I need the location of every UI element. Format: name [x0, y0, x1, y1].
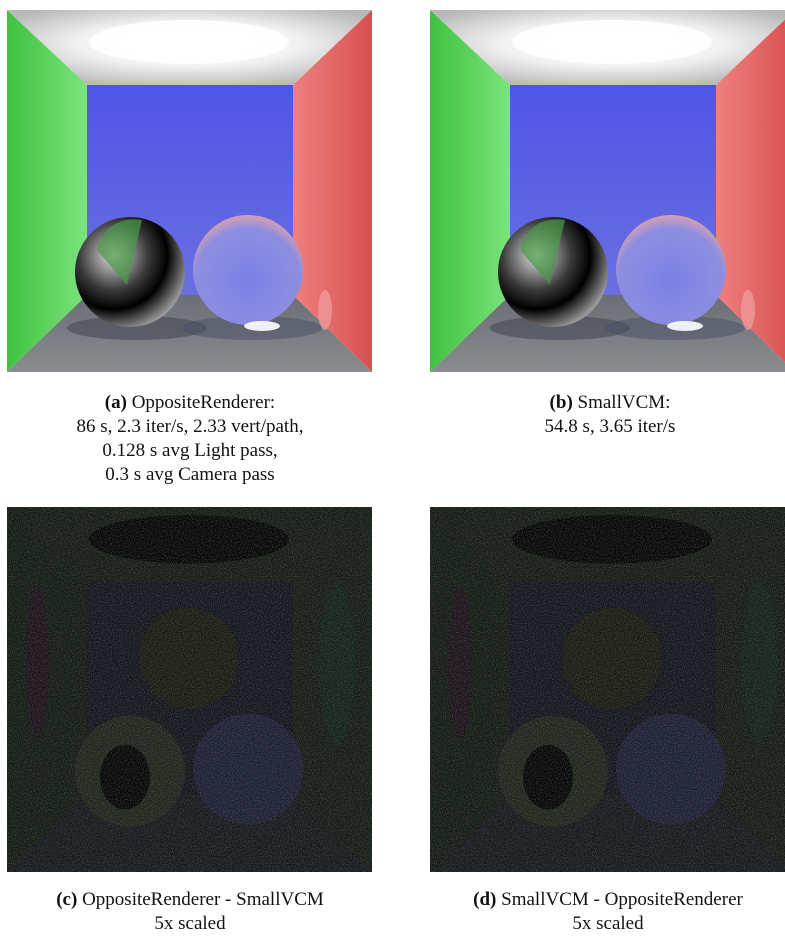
- caption-text: 86 s, 2.3 iter/s, 2.33 vert/path,: [0, 415, 410, 439]
- caption-text: 5x scaled: [0, 912, 410, 936]
- difference-image: [430, 507, 785, 872]
- caption: (d) SmallVCM - OppositeRenderer 5x scale…: [388, 888, 785, 936]
- caption-label: (b): [550, 392, 573, 413]
- render-image: [430, 10, 785, 372]
- caption-label: (c): [56, 889, 77, 910]
- caption-text: 0.128 s avg Light pass,: [0, 439, 410, 463]
- difference-image: [7, 507, 372, 872]
- caption-text: 5x scaled: [388, 912, 785, 936]
- page: (a) OppositeRenderer: 86 s, 2.3 iter/s, …: [0, 0, 785, 940]
- caption-text: 0.3 s avg Camera pass: [0, 463, 410, 487]
- caption: (c) OppositeRenderer - SmallVCM 5x scale…: [0, 888, 410, 936]
- caption-label: (a): [105, 392, 127, 413]
- caption-text: SmallVCM:: [578, 392, 671, 413]
- caption-text: OppositeRenderer:: [132, 392, 276, 413]
- caption-text: OppositeRenderer - SmallVCM: [82, 889, 324, 910]
- caption: (b) SmallVCM: 54.8 s, 3.65 iter/s: [390, 391, 785, 439]
- render-image: [7, 10, 372, 372]
- caption-text: SmallVCM - OppositeRenderer: [501, 889, 743, 910]
- caption: (a) OppositeRenderer: 86 s, 2.3 iter/s, …: [0, 391, 410, 487]
- caption-text: 54.8 s, 3.65 iter/s: [390, 415, 785, 439]
- caption-label: (d): [473, 889, 496, 910]
